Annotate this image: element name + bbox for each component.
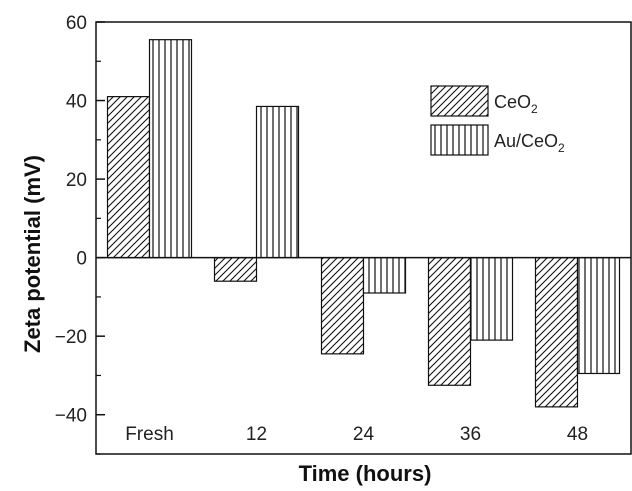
y-tick-label: 60 xyxy=(66,13,87,34)
legend-label-ceo2: CeO2 xyxy=(494,92,538,116)
y-tick-label: 0 xyxy=(76,249,87,270)
bar-ceo2-48 xyxy=(534,257,579,408)
y-tick-label: 20 xyxy=(66,170,87,191)
x-category-label: Fresh xyxy=(125,424,174,445)
x-category-labels: Fresh 12 24 36 48 xyxy=(125,424,588,445)
y-tick-label: −40 xyxy=(55,406,87,427)
bar-au-ceo2-Fresh xyxy=(148,39,193,259)
bar-au-ceo2-12 xyxy=(255,105,300,259)
legend: CeO2 Au/CeO2 xyxy=(430,85,565,156)
x-category-label: 48 xyxy=(567,424,588,445)
bar-au-ceo2-24 xyxy=(362,257,407,294)
x-category-label: 24 xyxy=(353,424,375,445)
bar-au-ceo2-48 xyxy=(576,257,621,375)
bar-ceo2-Fresh xyxy=(106,96,151,259)
y-axis-title: Zeta potential (mV) xyxy=(20,155,45,353)
legend-swatch-ceo2 xyxy=(430,85,489,117)
bar-ceo2-36 xyxy=(427,257,472,386)
legend-label-au-ceo2: Au/CeO2 xyxy=(494,131,565,155)
x-category-label: 36 xyxy=(460,424,481,445)
plot-frame xyxy=(95,21,632,455)
bar-ceo2-24 xyxy=(320,257,365,355)
bars-layer xyxy=(106,39,621,408)
legend-swatch-au-ceo2 xyxy=(430,124,489,156)
y-tick-label: −20 xyxy=(55,327,87,348)
y-tick-label: 40 xyxy=(66,92,87,113)
bar-ceo2-12 xyxy=(213,257,258,282)
x-axis-title: Time (hours) xyxy=(299,461,432,486)
y-axis: −40 −20 0 20 40 60 xyxy=(55,13,105,455)
bar-au-ceo2-36 xyxy=(469,257,514,341)
x-category-label: 12 xyxy=(246,424,267,445)
